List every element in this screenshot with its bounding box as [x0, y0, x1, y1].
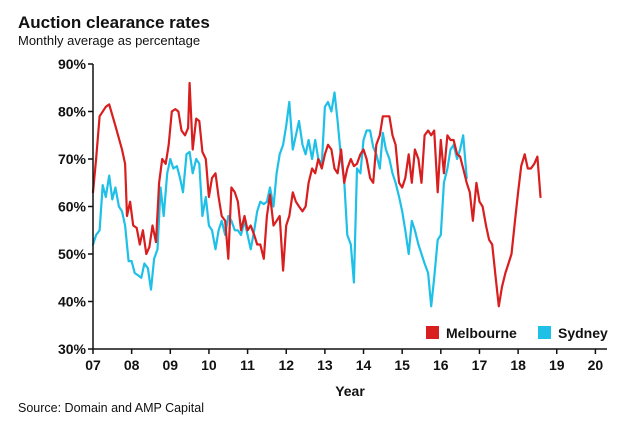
- y-tick-label: 40%: [58, 294, 87, 310]
- x-tick-label: 13: [317, 357, 333, 373]
- x-tick-label: 09: [163, 357, 179, 373]
- x-tick-label: 08: [124, 357, 140, 373]
- legend-swatch-melbourne: [426, 326, 439, 339]
- x-tick-label: 19: [549, 357, 565, 373]
- y-tick-label: 30%: [58, 341, 87, 357]
- y-tick-label: 80%: [58, 104, 87, 120]
- x-tick-label: 16: [433, 357, 449, 373]
- x-axis-ticks: 07 08 09 10 11 12 13 14 15 16 17 18 19 20: [85, 349, 603, 373]
- x-axis-label: Year: [335, 383, 365, 399]
- legend-swatch-sydney: [538, 326, 551, 339]
- x-tick-label: 10: [201, 357, 217, 373]
- chart-source: Source: Domain and AMP Capital: [18, 401, 204, 415]
- y-tick-label: 60%: [58, 199, 87, 215]
- y-tick-label: 50%: [58, 246, 87, 262]
- chart-subtitle: Monthly average as percentage: [18, 33, 200, 48]
- x-tick-label: 14: [356, 357, 372, 373]
- legend-label-melbourne: Melbourne: [446, 325, 517, 341]
- x-tick-label: 18: [510, 357, 526, 373]
- y-tick-label: 70%: [58, 151, 87, 167]
- x-tick-label: 15: [394, 357, 410, 373]
- legend-label-sydney: Sydney: [558, 325, 608, 341]
- x-tick-label: 07: [85, 357, 101, 373]
- x-tick-label: 11: [240, 357, 255, 373]
- y-axis-ticks: 30% 40% 50% 60% 70% 80% 90%: [58, 56, 93, 357]
- x-tick-label: 17: [472, 357, 488, 373]
- y-tick-label: 90%: [58, 56, 87, 72]
- series-layer: [91, 81, 542, 308]
- x-tick-label: 20: [588, 357, 604, 373]
- series-line-melbourne: [91, 81, 542, 308]
- series-line-sydney: [91, 91, 468, 308]
- legend: Melbourne Sydney: [426, 325, 608, 341]
- chart-title: Auction clearance rates: [18, 13, 210, 32]
- x-tick-label: 12: [278, 357, 294, 373]
